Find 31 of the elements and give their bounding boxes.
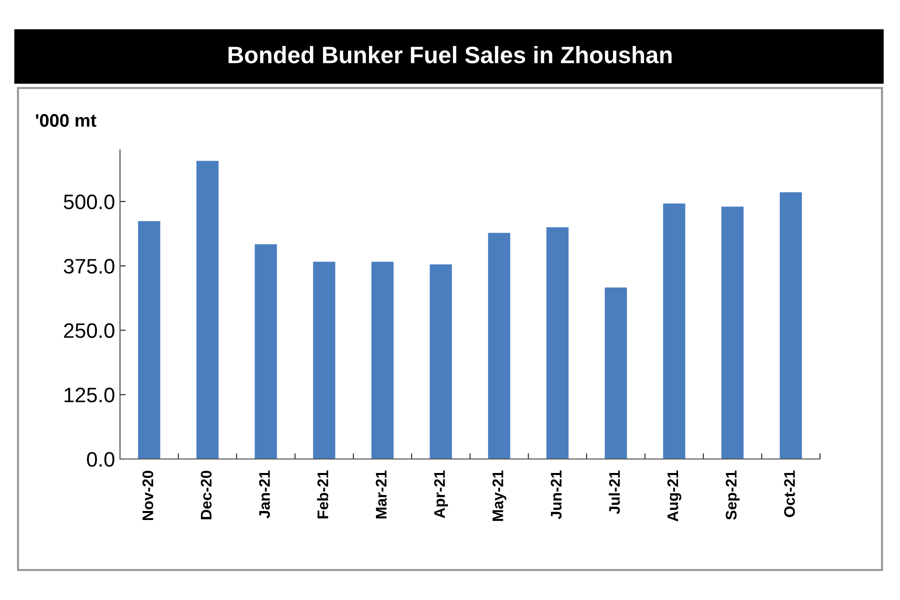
bar (721, 206, 744, 459)
x-tick-label: Feb-21 (317, 470, 328, 518)
bar (604, 288, 627, 459)
x-tick-label: Aug-21 (667, 470, 682, 522)
y-tick-label: 500.0 (64, 194, 114, 210)
x-tick-label: Oct-21 (784, 470, 795, 518)
bar (196, 160, 219, 459)
y-tick-label: 250.0 (64, 323, 114, 338)
x-tick-label: Mar-21 (376, 470, 387, 518)
x-tick-label: Apr-21 (434, 470, 448, 518)
bar (546, 227, 569, 459)
y-axis-title: '000 mt (36, 114, 96, 127)
x-tick-label: Sep-21 (726, 470, 740, 520)
bar (780, 192, 802, 459)
x-tick-label: Jun-21 (550, 470, 562, 520)
x-tick-label: Jan-21 (259, 470, 270, 518)
x-tick-label: Nov-20 (142, 470, 154, 520)
chart-title: Bonded Bunker Fuel Sales in Zhoushan (228, 46, 672, 64)
y-tick-label: 0.0 (86, 452, 114, 467)
bar (663, 204, 686, 459)
bar (371, 262, 394, 459)
bar (488, 232, 510, 459)
x-tick-label: Jul-21 (608, 470, 620, 514)
x-tick-label: May-21 (492, 470, 506, 521)
bar (138, 221, 160, 459)
y-tick-label: 125.0 (64, 388, 114, 402)
y-tick-label: 375.0 (64, 258, 114, 274)
bar (254, 244, 277, 459)
x-tick-label: Dec-20 (200, 470, 212, 520)
bar (313, 262, 336, 459)
bar (430, 264, 452, 459)
